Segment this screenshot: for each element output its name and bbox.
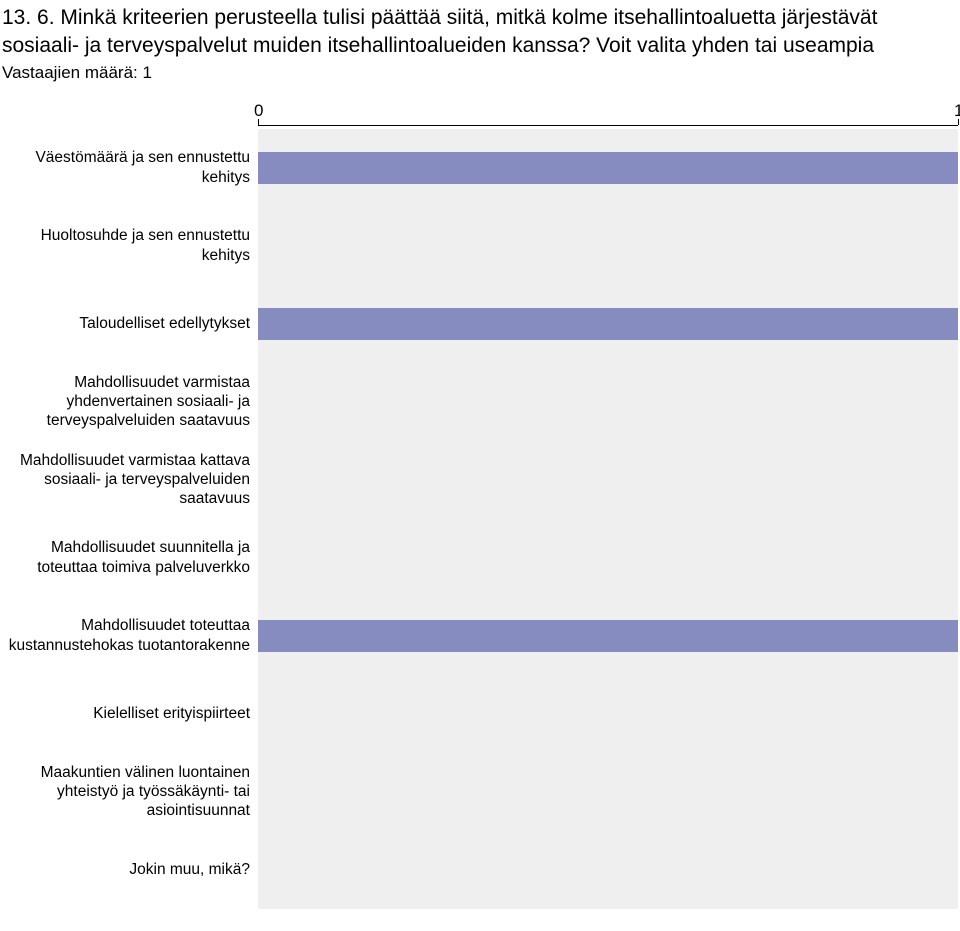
category-label: Mahdollisuudet varmistaa kattava sosiaal…	[0, 441, 258, 519]
category-label: Mahdollisuudet toteuttaa kustannustehoka…	[0, 597, 258, 675]
category-label: Mahdollisuudet varmistaa yhdenvertainen …	[0, 363, 258, 441]
category-label: Kielelliset erityispiirteet	[0, 675, 258, 753]
question-title: 13. 6. Minkä kriteerien perusteella tuli…	[0, 4, 960, 63]
category-label: Maakuntien välinen luontainen yhteistyö …	[0, 753, 258, 831]
category-label: Jokin muu, mikä?	[0, 831, 258, 909]
chart-row: Kielelliset erityispiirteet	[0, 675, 958, 753]
bar	[258, 620, 958, 652]
category-label: Taloudelliset edellytykset	[0, 285, 258, 363]
chart-row: Mahdollisuudet varmistaa yhdenvertainen …	[0, 363, 958, 441]
chart: 01 Väestömäärä ja sen ennustettu kehitys…	[0, 101, 958, 909]
respondent-count: Vastaajien määrä: 1	[0, 63, 960, 101]
chart-row: Mahdollisuudet toteuttaa kustannustehoka…	[0, 597, 958, 675]
category-label: Mahdollisuudet suunnitella ja toteuttaa …	[0, 519, 258, 597]
chart-row: Maakuntien välinen luontainen yhteistyö …	[0, 753, 958, 831]
bar	[258, 152, 958, 184]
x-axis: 01	[0, 101, 958, 129]
chart-row: Jokin muu, mikä?	[0, 831, 958, 909]
chart-row: Taloudelliset edellytykset	[0, 285, 958, 363]
chart-rows: Väestömäärä ja sen ennustettu kehitysHuo…	[0, 129, 958, 909]
category-label: Väestömäärä ja sen ennustettu kehitys	[0, 129, 258, 207]
chart-row: Väestömäärä ja sen ennustettu kehitys	[0, 129, 958, 207]
axis-tick-label: 1	[954, 101, 960, 121]
axis-tick-label: 0	[254, 101, 263, 121]
chart-row: Mahdollisuudet varmistaa kattava sosiaal…	[0, 441, 958, 519]
chart-row: Mahdollisuudet suunnitella ja toteuttaa …	[0, 519, 958, 597]
chart-row: Huoltosuhde ja sen ennustettu kehitys	[0, 207, 958, 285]
plot-area: Väestömäärä ja sen ennustettu kehitysHuo…	[0, 129, 958, 909]
bar	[258, 308, 958, 340]
category-label: Huoltosuhde ja sen ennustettu kehitys	[0, 207, 258, 285]
